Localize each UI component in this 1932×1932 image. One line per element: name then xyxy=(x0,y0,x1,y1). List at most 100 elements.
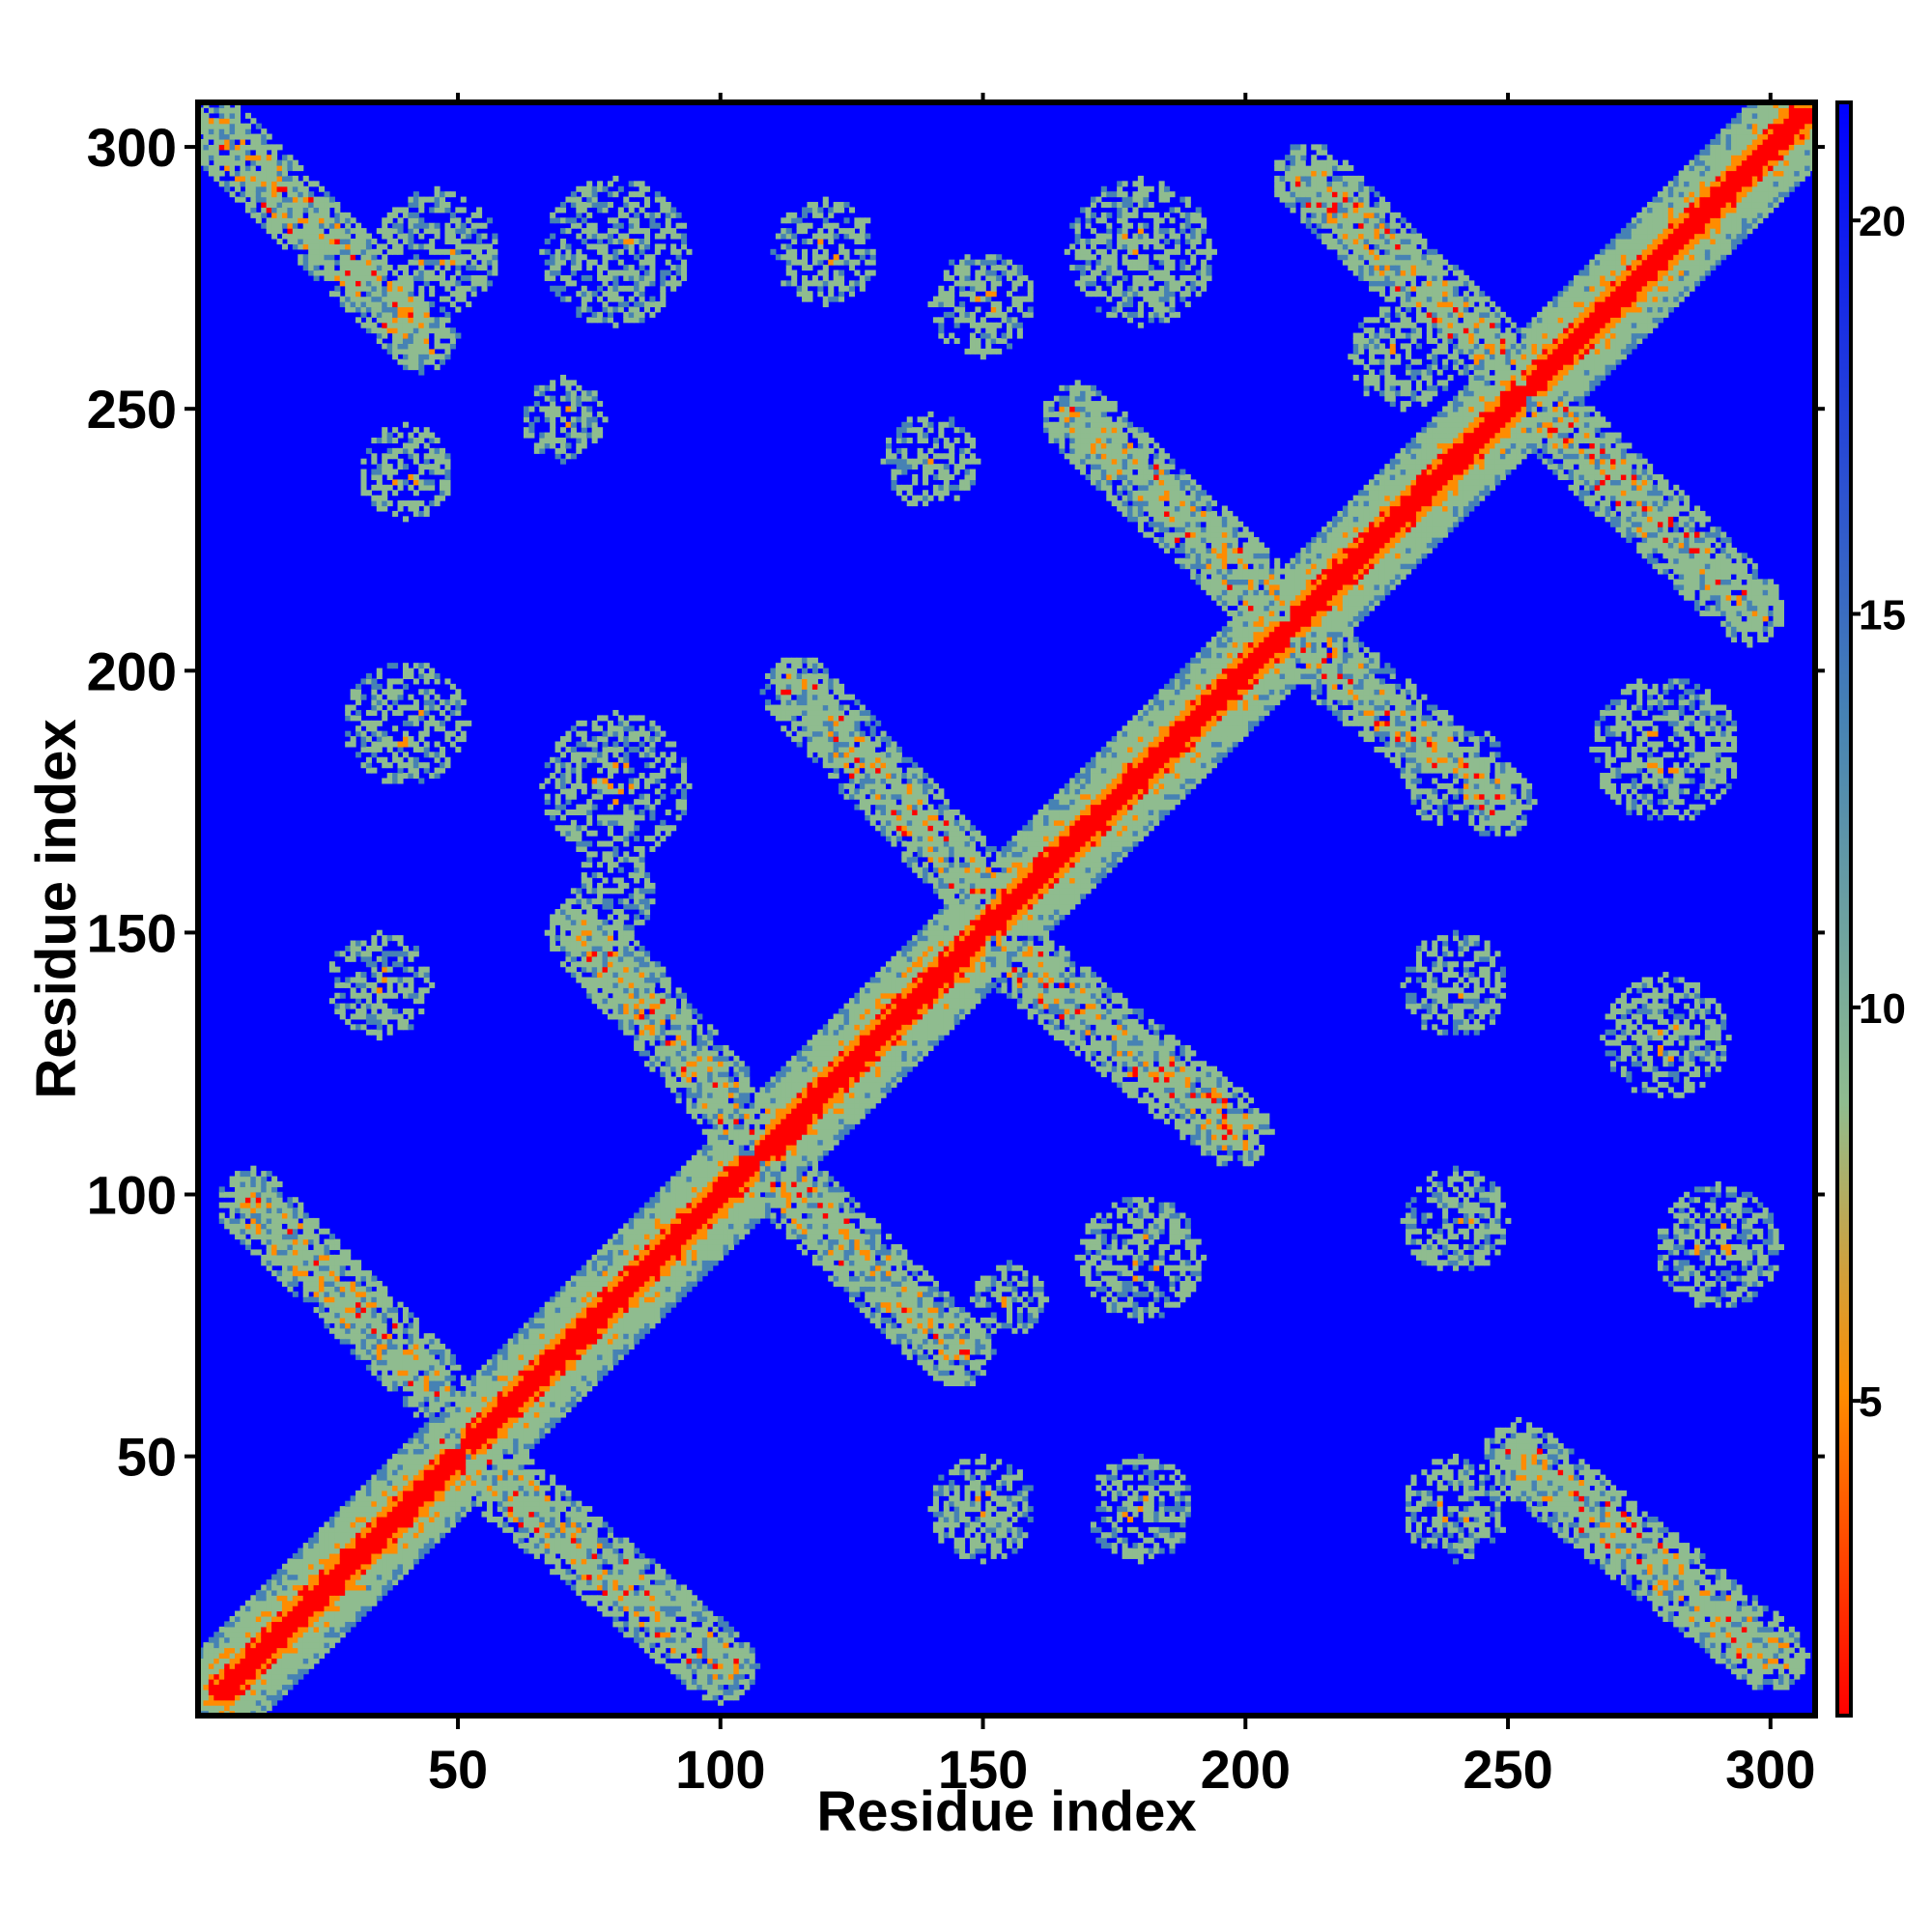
heatmap-cell xyxy=(434,1490,440,1496)
heatmap-cell xyxy=(586,856,593,863)
heatmap-cell xyxy=(255,1589,262,1596)
heatmap-cell xyxy=(339,296,346,302)
heatmap-cell xyxy=(382,317,388,324)
heatmap-cell xyxy=(371,1600,378,1606)
heatmap-cell xyxy=(350,1333,356,1340)
heatmap-cell xyxy=(276,196,283,203)
heatmap-cell xyxy=(565,1543,572,1549)
heatmap-cell xyxy=(397,1500,404,1507)
heatmap-cell xyxy=(550,1338,556,1345)
heatmap-cell xyxy=(539,1532,546,1539)
heatmap-cell xyxy=(597,882,604,889)
heatmap-cell xyxy=(507,1463,514,1470)
heatmap-cell xyxy=(607,1280,613,1287)
heatmap-cell xyxy=(591,1327,598,1334)
heatmap-cell xyxy=(213,1658,220,1664)
heatmap-cell xyxy=(365,248,372,255)
heatmap-cell xyxy=(576,1344,582,1350)
heatmap-cell xyxy=(376,1548,383,1554)
heatmap-cell xyxy=(235,1658,242,1664)
heatmap-cell xyxy=(334,1610,341,1617)
heatmap-cell xyxy=(382,1569,388,1576)
heatmap-cell xyxy=(328,1521,335,1528)
heatmap-cell xyxy=(434,741,440,748)
heatmap-cell xyxy=(386,1584,393,1591)
heatmap-cell xyxy=(539,1548,546,1554)
heatmap-cell xyxy=(560,1353,567,1360)
heatmap-cell xyxy=(533,1344,540,1350)
heatmap-cell xyxy=(429,673,436,680)
heatmap-cell xyxy=(597,1569,604,1576)
heatmap-cell xyxy=(602,1264,609,1271)
heatmap-cell xyxy=(597,1548,604,1554)
heatmap-cell xyxy=(350,1312,356,1319)
heatmap-cell xyxy=(292,1579,298,1586)
heatmap-cell xyxy=(440,1532,446,1539)
heatmap-cell xyxy=(218,107,225,114)
heatmap-cell xyxy=(298,181,304,187)
heatmap-cell xyxy=(324,233,330,240)
heatmap-cell xyxy=(523,1453,530,1460)
heatmap-cell xyxy=(434,720,440,726)
heatmap-cell xyxy=(334,265,341,271)
heatmap-cell xyxy=(418,1474,425,1481)
heatmap-cell xyxy=(382,458,388,465)
heatmap-cell xyxy=(213,107,220,114)
heatmap-cell xyxy=(581,1291,587,1297)
heatmap-cell xyxy=(371,1322,378,1329)
heatmap-cell xyxy=(397,1543,404,1549)
heatmap-cell xyxy=(408,1396,414,1403)
heatmap-cell xyxy=(591,888,598,895)
heatmap-cell xyxy=(292,1212,298,1219)
heatmap-cell xyxy=(360,1333,367,1340)
heatmap-cell xyxy=(586,1260,593,1266)
heatmap-cell xyxy=(328,1579,335,1586)
heatmap-cell xyxy=(455,1480,462,1487)
heatmap-cell xyxy=(576,196,582,203)
heatmap-cell xyxy=(565,1327,572,1334)
heatmap-cell xyxy=(402,1490,410,1496)
heatmap-cell xyxy=(319,1532,326,1539)
heatmap-cell xyxy=(412,1353,419,1360)
heatmap-cell xyxy=(418,1437,425,1444)
heatmap-cell xyxy=(607,955,613,962)
heatmap-cell xyxy=(371,265,378,271)
heatmap-cell xyxy=(533,447,540,454)
heatmap-cell xyxy=(328,1327,335,1334)
heatmap-cell xyxy=(440,479,446,486)
heatmap-cell xyxy=(261,1668,268,1675)
heatmap-cell xyxy=(308,1264,315,1271)
heatmap-cell xyxy=(412,998,419,1005)
heatmap-cell xyxy=(560,416,567,423)
heatmap-cell xyxy=(365,1532,372,1539)
heatmap-cell xyxy=(334,1532,341,1539)
heatmap-cell xyxy=(360,1349,367,1355)
heatmap-cell xyxy=(586,1574,593,1580)
heatmap-cell xyxy=(444,285,451,292)
heatmap-cell xyxy=(218,1679,225,1686)
heatmap-cell xyxy=(560,903,567,910)
heatmap-cell xyxy=(591,1516,598,1522)
heatmap-cell xyxy=(397,1495,404,1502)
heatmap-cell xyxy=(492,248,498,255)
heatmap-cell xyxy=(355,972,362,979)
heatmap-cell xyxy=(255,1208,262,1214)
heatmap-cell xyxy=(581,929,587,936)
heatmap-cell xyxy=(386,1511,393,1518)
heatmap-cell xyxy=(208,1699,214,1706)
heatmap-cell xyxy=(429,1364,436,1371)
heatmap-cell xyxy=(507,1443,514,1450)
heatmap-cell xyxy=(597,961,604,968)
heatmap-cell xyxy=(392,453,399,460)
heatmap-cell xyxy=(440,709,446,716)
heatmap-cell xyxy=(440,1469,446,1476)
heatmap-cell xyxy=(560,736,567,743)
heatmap-cell xyxy=(418,1543,425,1549)
heatmap-cell xyxy=(570,1543,577,1549)
heatmap-cell xyxy=(235,1662,242,1669)
heatmap-cell xyxy=(355,945,362,952)
heatmap-cell xyxy=(224,1632,231,1638)
heatmap-cell xyxy=(355,940,362,947)
heatmap-cell xyxy=(434,1537,440,1544)
heatmap-cell xyxy=(544,248,551,255)
